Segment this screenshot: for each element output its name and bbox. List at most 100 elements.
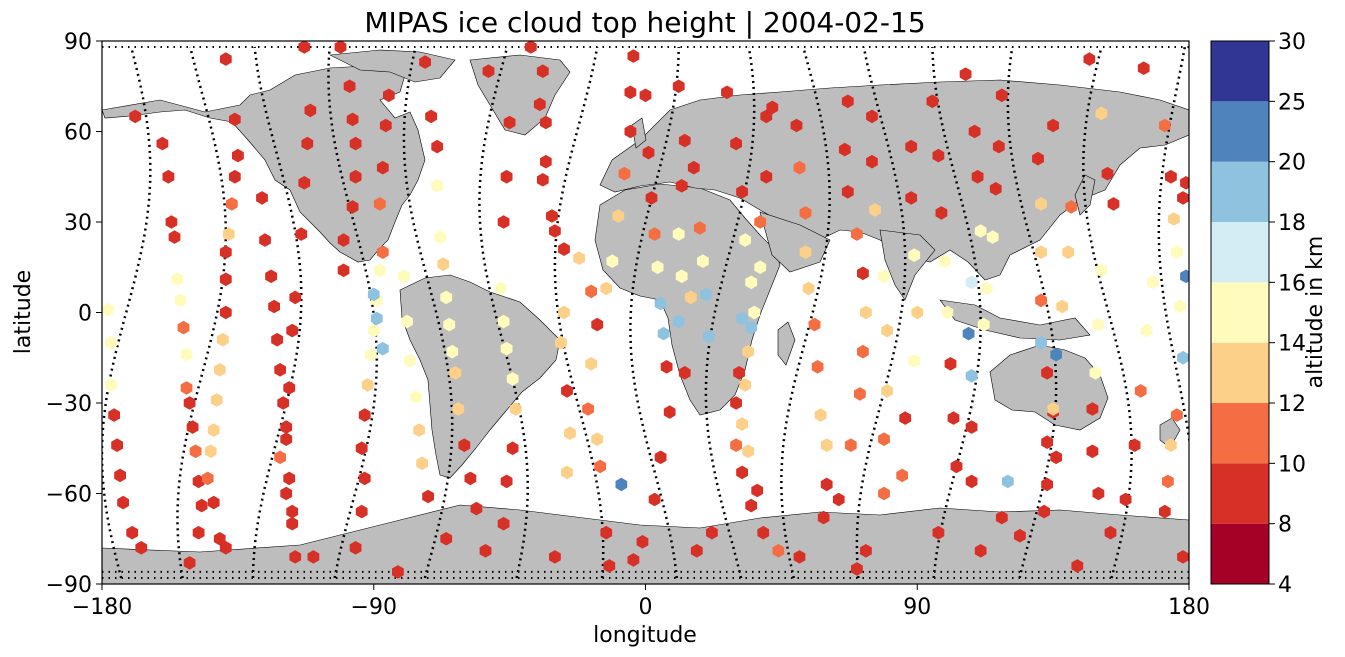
cloud-top-point — [168, 230, 181, 244]
cloud-top-point — [1134, 384, 1147, 398]
cloud-top-point — [938, 254, 951, 268]
cloud-top-point — [851, 562, 863, 576]
cloud-top-point — [844, 438, 857, 452]
y-tick-label: 30 — [64, 211, 92, 236]
cloud-top-point — [561, 384, 573, 398]
cloud-top-point — [470, 501, 483, 516]
cloud-top-point — [283, 471, 296, 486]
cloud-top-point — [757, 525, 770, 540]
chart-title: MIPAS ice cloud top height | 2004-02-15 — [364, 6, 925, 39]
cloud-top-point — [361, 378, 374, 392]
cloud-top-point — [1162, 474, 1174, 489]
cloud-top-point — [307, 550, 320, 564]
orbit-track — [402, 46, 454, 579]
colorbar-segment — [1211, 523, 1269, 584]
orbit-track-layer — [102, 46, 1189, 579]
cloud-top-point — [549, 550, 561, 564]
cloud-top-point — [754, 260, 767, 275]
cloud-top-point — [274, 450, 286, 465]
cloud-top-point — [878, 269, 890, 284]
colorbar-segment — [1211, 41, 1269, 102]
cloud-top-point — [373, 197, 386, 211]
cloud-top-point — [624, 85, 637, 100]
cloud-top-point — [793, 550, 806, 564]
cloud-top-point — [546, 209, 558, 223]
orbit-track — [327, 46, 379, 579]
x-tick-label: 0 — [639, 595, 653, 620]
cloud-top-point — [497, 314, 510, 329]
cloud-top-point — [506, 441, 519, 456]
cloud-top-point — [117, 495, 129, 510]
cloud-top-point — [772, 544, 785, 558]
cloud-top-point — [974, 544, 987, 558]
cloud-top-point — [606, 254, 619, 268]
cloud-top-point — [500, 474, 513, 489]
cloud-top-point — [869, 203, 881, 217]
land-madagascar — [777, 321, 796, 366]
cloud-top-point — [289, 290, 302, 305]
colorbar-segment — [1211, 342, 1269, 403]
cloud-top-point — [479, 544, 492, 558]
cloud-top-point — [183, 556, 196, 570]
cloud-top-point — [986, 230, 999, 244]
cloud-top-point — [739, 233, 751, 247]
cloud-top-point — [422, 489, 434, 504]
y-tick-label: 0 — [78, 302, 92, 327]
x-tick-label: 180 — [1168, 595, 1210, 620]
colorbar-segment — [1211, 282, 1269, 343]
cloud-top-point — [866, 154, 878, 169]
cloud-top-point — [591, 317, 604, 332]
cloud-top-point — [832, 492, 845, 507]
orbit-track — [1006, 46, 1058, 579]
cloud-top-point — [367, 287, 380, 302]
cloud-top-point — [434, 230, 447, 244]
colorbar-segment — [1211, 463, 1269, 524]
cloud-top-point — [392, 565, 404, 579]
cloud-top-point — [995, 510, 1008, 525]
land-britain — [631, 117, 647, 149]
cloud-top-point — [497, 516, 510, 531]
orbit-track — [251, 46, 303, 579]
land-north-america — [102, 61, 426, 263]
cloud-top-point — [1177, 550, 1189, 564]
cloud-top-point — [684, 290, 697, 305]
cloud-top-point — [346, 112, 359, 127]
cloud-top-point — [1101, 166, 1114, 181]
cloud-top-point — [268, 299, 280, 314]
colorbar-label: altitude in km — [1303, 236, 1328, 389]
cloud-top-point — [971, 169, 984, 184]
cloud-top-point — [926, 94, 939, 109]
cloud-top-point — [506, 372, 519, 386]
cloud-top-point — [286, 504, 299, 519]
cloud-top-point — [207, 495, 220, 510]
cloud-top-point — [932, 525, 945, 540]
cloud-top-point — [370, 311, 383, 326]
land-new-zealand — [1159, 417, 1181, 449]
cloud-top-point — [219, 541, 232, 555]
cloud-top-point — [962, 326, 975, 341]
colorbar: 4 8 10 12 14 16 18 20 25 30 — [1210, 30, 1306, 598]
cloud-top-point — [1071, 559, 1084, 573]
cloud-top-point — [838, 142, 851, 157]
cloud-top-point — [367, 323, 380, 338]
cloud-top-point — [376, 160, 389, 175]
cloud-top-point — [733, 366, 745, 380]
cloud-top-point — [1180, 269, 1189, 284]
colorbar-tick-label: 16 — [1278, 271, 1306, 296]
cloud-top-point — [219, 272, 232, 287]
cloud-top-point — [1050, 347, 1062, 362]
cloud-top-point — [908, 248, 921, 262]
cloud-top-point — [443, 317, 456, 332]
cloud-top-point — [213, 363, 226, 377]
cloud-top-point — [878, 432, 890, 446]
cloud-top-point — [1159, 504, 1171, 519]
cloud-top-point — [446, 344, 459, 359]
cloud-top-point — [736, 185, 748, 199]
cloud-top-point — [660, 360, 673, 374]
y-axis: −90 −60 −30 0 30 60 90 — [46, 30, 102, 598]
cloud-top-point — [866, 109, 878, 124]
cloud-top-point — [766, 100, 779, 115]
cloud-top-point — [932, 148, 945, 163]
cloud-top-point — [210, 393, 223, 407]
cloud-top-point — [965, 420, 978, 434]
